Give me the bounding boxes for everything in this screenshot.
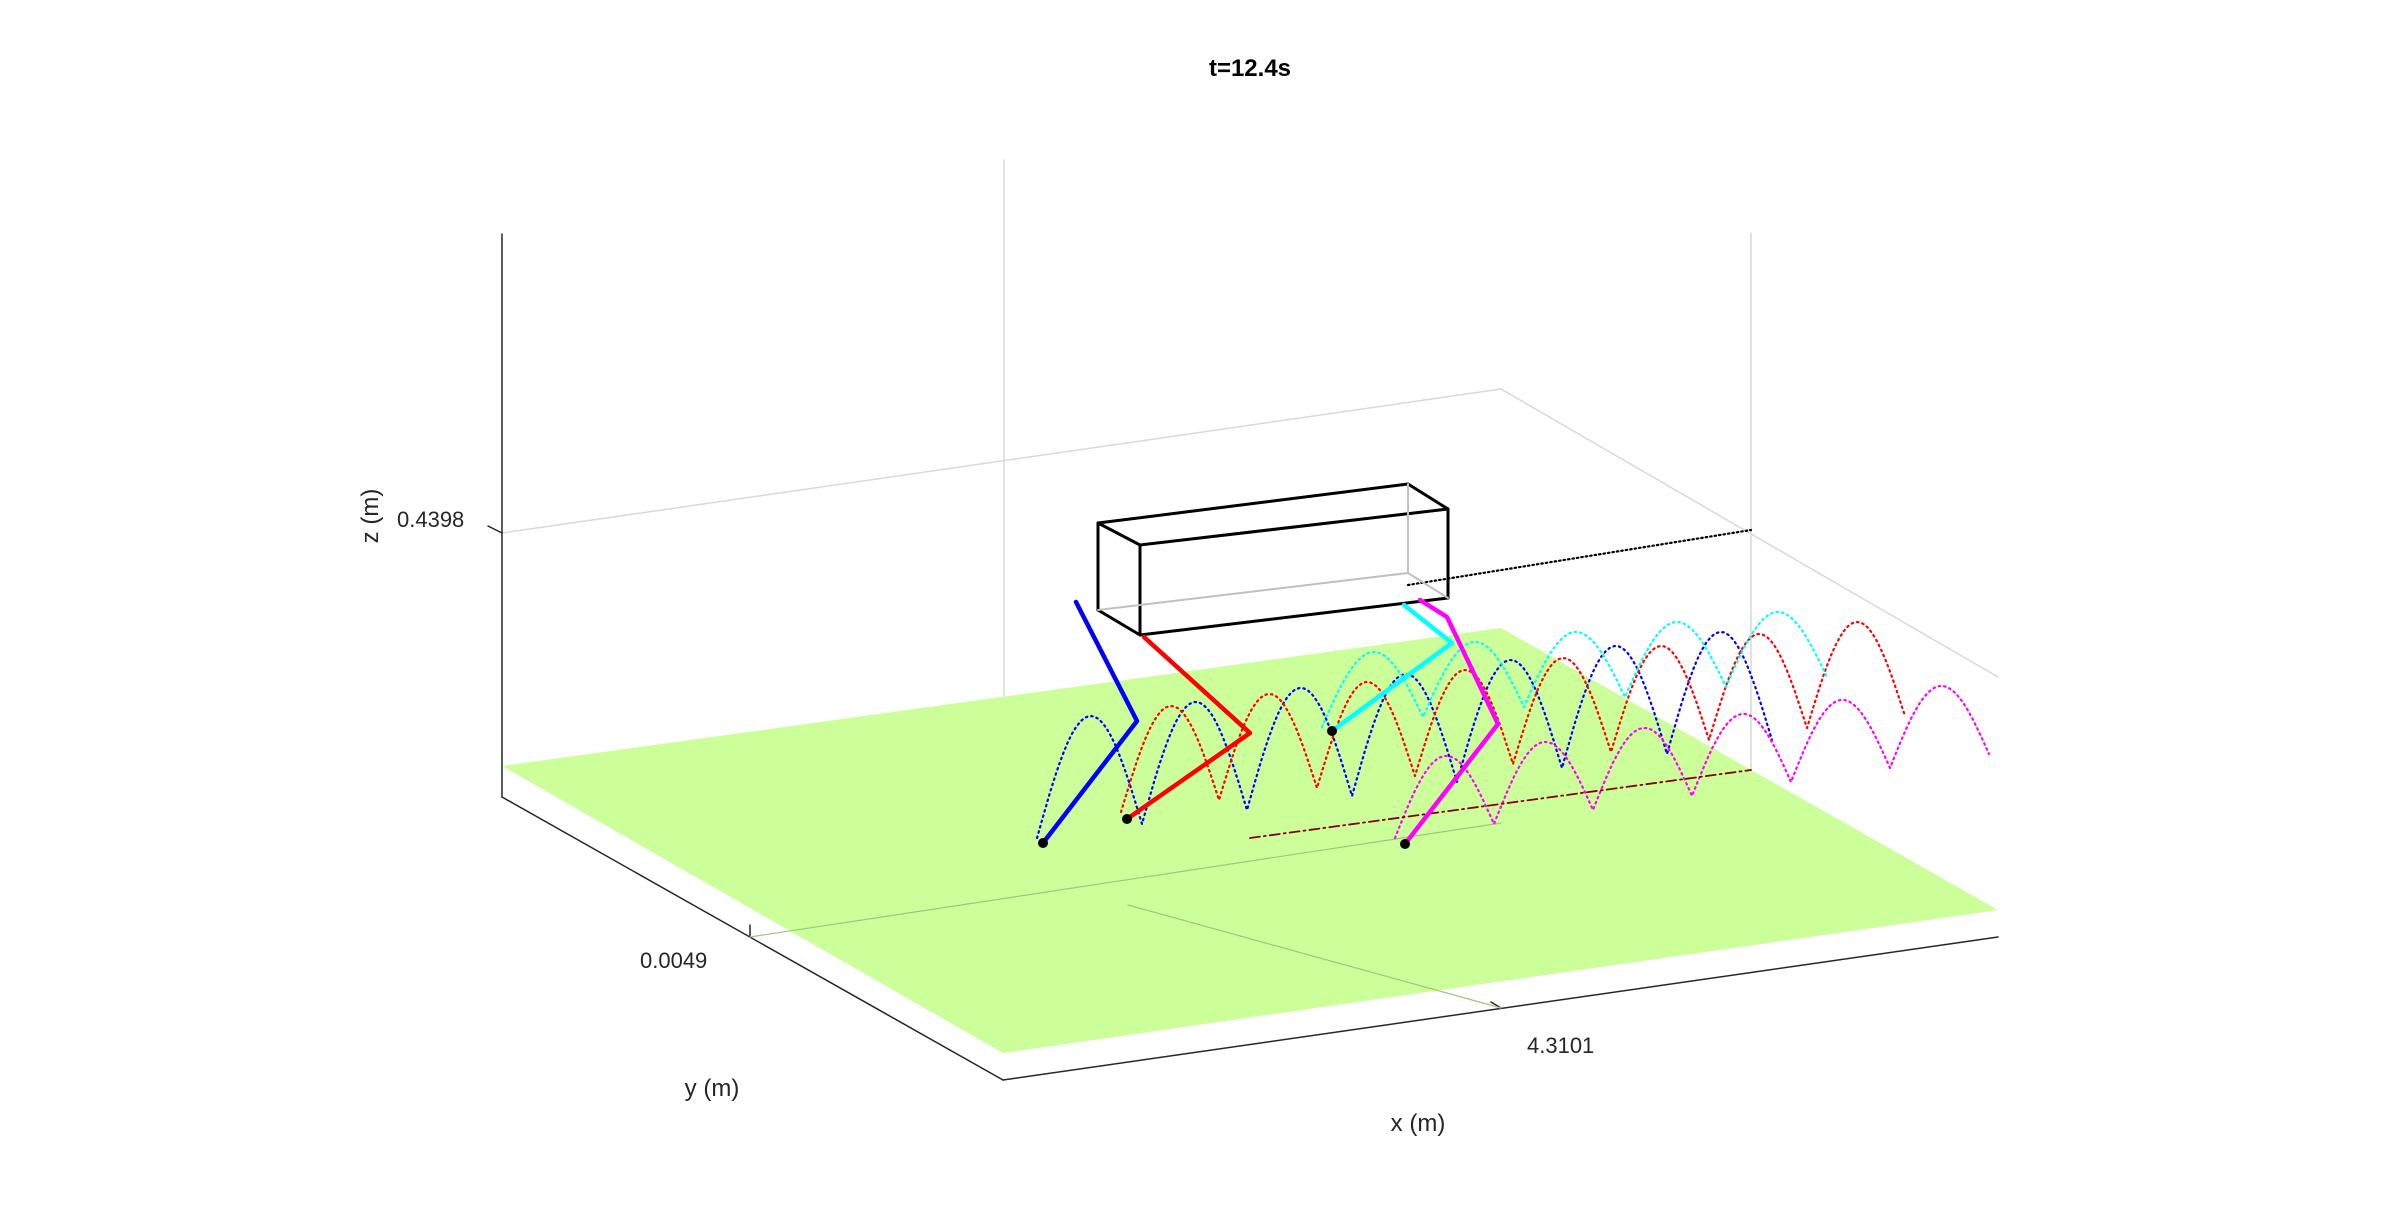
body-edge (1096, 482, 1410, 525)
trajectory-cyan-leg (1320, 610, 1829, 729)
leg-magenta (1402, 597, 1501, 847)
x-tick-label: 4.3101 (1527, 1033, 1594, 1058)
ground-grid-line (749, 822, 1502, 938)
trajectory-blue-leg (1035, 630, 1774, 840)
box-edge (501, 388, 1502, 534)
com-reference-line (1249, 769, 1752, 839)
robot-model (1038, 482, 1501, 849)
body-hidden-edge (1407, 572, 1449, 599)
body-edge (1096, 608, 1142, 637)
body-edge (1096, 521, 1142, 547)
y-axis-label: y (m) (685, 1075, 740, 1102)
body-hidden-edge (1097, 572, 1409, 611)
z-tick (487, 525, 503, 534)
ground-grid-line (1127, 904, 1502, 1009)
trajectory-red-leg (1119, 620, 1907, 814)
ground-surface (502, 628, 1998, 1053)
leg-cyan (1329, 602, 1455, 734)
leg-red (1124, 634, 1253, 822)
ground-plane (502, 628, 1998, 1053)
com-trace (1406, 528, 1753, 587)
trajectory-magenta-leg (1393, 684, 1991, 840)
foot-point (1400, 839, 1410, 849)
axes-box-front (487, 233, 1999, 1081)
foot-point (1327, 726, 1337, 736)
leg-blue (1040, 599, 1140, 846)
foot-trajectories (1035, 528, 1991, 840)
x-axis-label: x (m) (1391, 1110, 1446, 1137)
chart-title: t=12.4s (1209, 55, 1291, 82)
y-tick-label: 0.0049 (640, 948, 707, 973)
foot-point (1122, 814, 1132, 824)
box-edge (1500, 388, 1999, 678)
body-edge (1138, 507, 1450, 547)
z-tick-label: 0.4398 (397, 507, 464, 532)
z-axis-label: z (m) (357, 489, 384, 544)
body-edge (1406, 482, 1450, 511)
body-edge (1138, 596, 1450, 637)
foot-point (1038, 838, 1048, 848)
y-axis-line (501, 796, 1004, 1081)
